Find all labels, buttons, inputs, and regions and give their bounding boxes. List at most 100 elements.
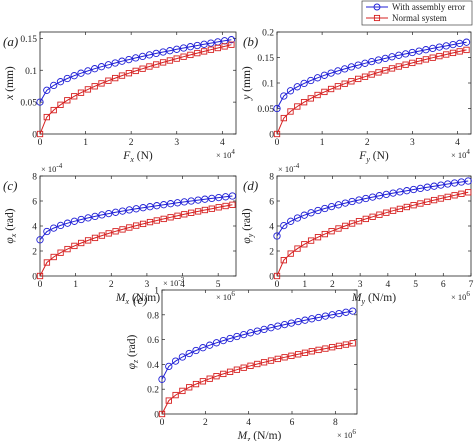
x-tick-label: 2	[365, 138, 370, 148]
data-point-square	[36, 272, 44, 280]
data-point-circle	[43, 86, 51, 94]
data-point-square	[458, 190, 465, 197]
data-point-square	[78, 239, 85, 247]
data-point-square	[229, 201, 236, 208]
x-tick-label: 5	[216, 280, 221, 290]
x-axis-label: Fx (N)	[122, 150, 153, 164]
data-point-square	[186, 384, 193, 391]
data-point-square	[465, 189, 472, 196]
data-point-square	[119, 226, 126, 233]
data-point-square	[159, 59, 167, 66]
data-point-circle	[132, 54, 140, 62]
x-axis-label: Fy (N)	[358, 150, 389, 164]
data-point-square	[287, 108, 294, 115]
data-point-square	[221, 43, 228, 50]
data-point-square	[179, 387, 186, 395]
y-axis-label-unit: (rad)	[126, 334, 138, 359]
data-point-square	[172, 391, 179, 399]
data-point-square	[314, 91, 321, 99]
series-line	[161, 310, 353, 380]
data-point-circle	[293, 83, 301, 91]
legend-label: With assembly error	[392, 2, 465, 12]
data-point-square	[158, 410, 166, 418]
data-point-circle	[444, 180, 452, 188]
data-point-circle	[307, 76, 315, 85]
y-axis-label-var: φ	[126, 362, 138, 369]
data-point-square	[222, 202, 229, 210]
y-tick-label: 0.05	[257, 105, 274, 115]
x-multiplier-base: × 10	[216, 150, 231, 160]
x-tick-label: 0	[160, 418, 165, 428]
data-point-circle	[307, 209, 315, 217]
data-point-circle	[118, 57, 126, 65]
data-point-square	[417, 200, 424, 207]
data-point-circle	[206, 341, 214, 349]
data-point-square	[112, 228, 119, 235]
data-point-circle	[253, 327, 261, 335]
data-point-square	[43, 259, 51, 266]
data-point-circle	[320, 71, 329, 79]
data-point-square	[368, 71, 375, 78]
data-point-square	[181, 211, 188, 218]
x-tick-label: 5	[413, 280, 418, 290]
x-axis-label-unit: (N/m)	[250, 430, 281, 441]
data-point-circle	[260, 325, 268, 334]
data-point-circle	[43, 227, 51, 236]
x-tick-label: 4	[455, 138, 460, 148]
y-tick-label: 6	[32, 198, 37, 208]
data-point-circle	[396, 188, 404, 196]
data-point-square	[91, 83, 98, 90]
data-point-circle	[56, 221, 65, 230]
x-tick-label: 3	[145, 280, 150, 290]
data-point-circle	[36, 98, 44, 106]
y-axis-label-var: y	[241, 94, 253, 101]
series-assembly-error	[36, 192, 237, 244]
data-point-circle	[186, 43, 195, 51]
data-point-square	[294, 245, 301, 252]
data-point-circle	[429, 44, 437, 53]
x-tick-label: 2	[109, 280, 114, 290]
data-point-circle	[375, 192, 384, 200]
data-point-circle	[226, 334, 234, 343]
data-point-square	[273, 272, 281, 280]
y-tick-label: 2	[32, 248, 37, 258]
series-normal-system	[273, 189, 472, 280]
series-normal-system	[36, 201, 236, 280]
data-point-circle	[179, 44, 188, 52]
data-point-square	[153, 61, 160, 68]
data-point-square	[213, 373, 220, 380]
plot-frame	[39, 31, 237, 135]
data-point-square	[342, 341, 350, 348]
data-point-square	[369, 213, 376, 220]
data-point-circle	[430, 182, 438, 190]
data-point-square	[348, 78, 355, 85]
panel-label: (d)	[243, 178, 258, 193]
data-point-circle	[341, 65, 349, 73]
data-point-square	[314, 234, 322, 241]
data-point-circle	[50, 224, 58, 232]
data-point-circle	[111, 59, 119, 67]
data-point-square	[64, 97, 71, 104]
x-tick-label: 1	[302, 280, 307, 290]
data-point-square	[188, 209, 195, 216]
data-point-square	[133, 222, 140, 229]
data-point-square	[194, 49, 201, 57]
x-axis-label-unit: (N/m)	[129, 292, 160, 304]
data-point-circle	[165, 362, 173, 371]
data-point-square	[112, 74, 119, 82]
y-multiplier-power: -4	[56, 162, 62, 170]
data-point-square	[57, 249, 64, 256]
data-point-circle	[173, 45, 181, 53]
x-tick-label: 0	[38, 280, 43, 290]
data-point-square	[451, 192, 458, 199]
data-point-circle	[335, 309, 343, 318]
data-point-circle	[422, 46, 430, 54]
y-multiplier: × 10-4	[278, 162, 300, 174]
x-tick-label: 7	[469, 280, 474, 290]
y-axis-label-var: φ	[241, 237, 253, 244]
data-point-square	[57, 101, 64, 108]
data-point-square	[206, 375, 213, 382]
data-point-square	[444, 193, 451, 201]
data-point-circle	[368, 193, 377, 201]
